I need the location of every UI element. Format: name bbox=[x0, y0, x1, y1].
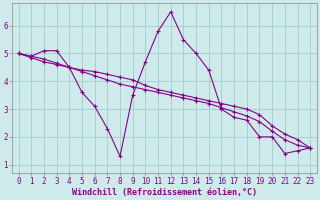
X-axis label: Windchill (Refroidissement éolien,°C): Windchill (Refroidissement éolien,°C) bbox=[72, 188, 257, 197]
